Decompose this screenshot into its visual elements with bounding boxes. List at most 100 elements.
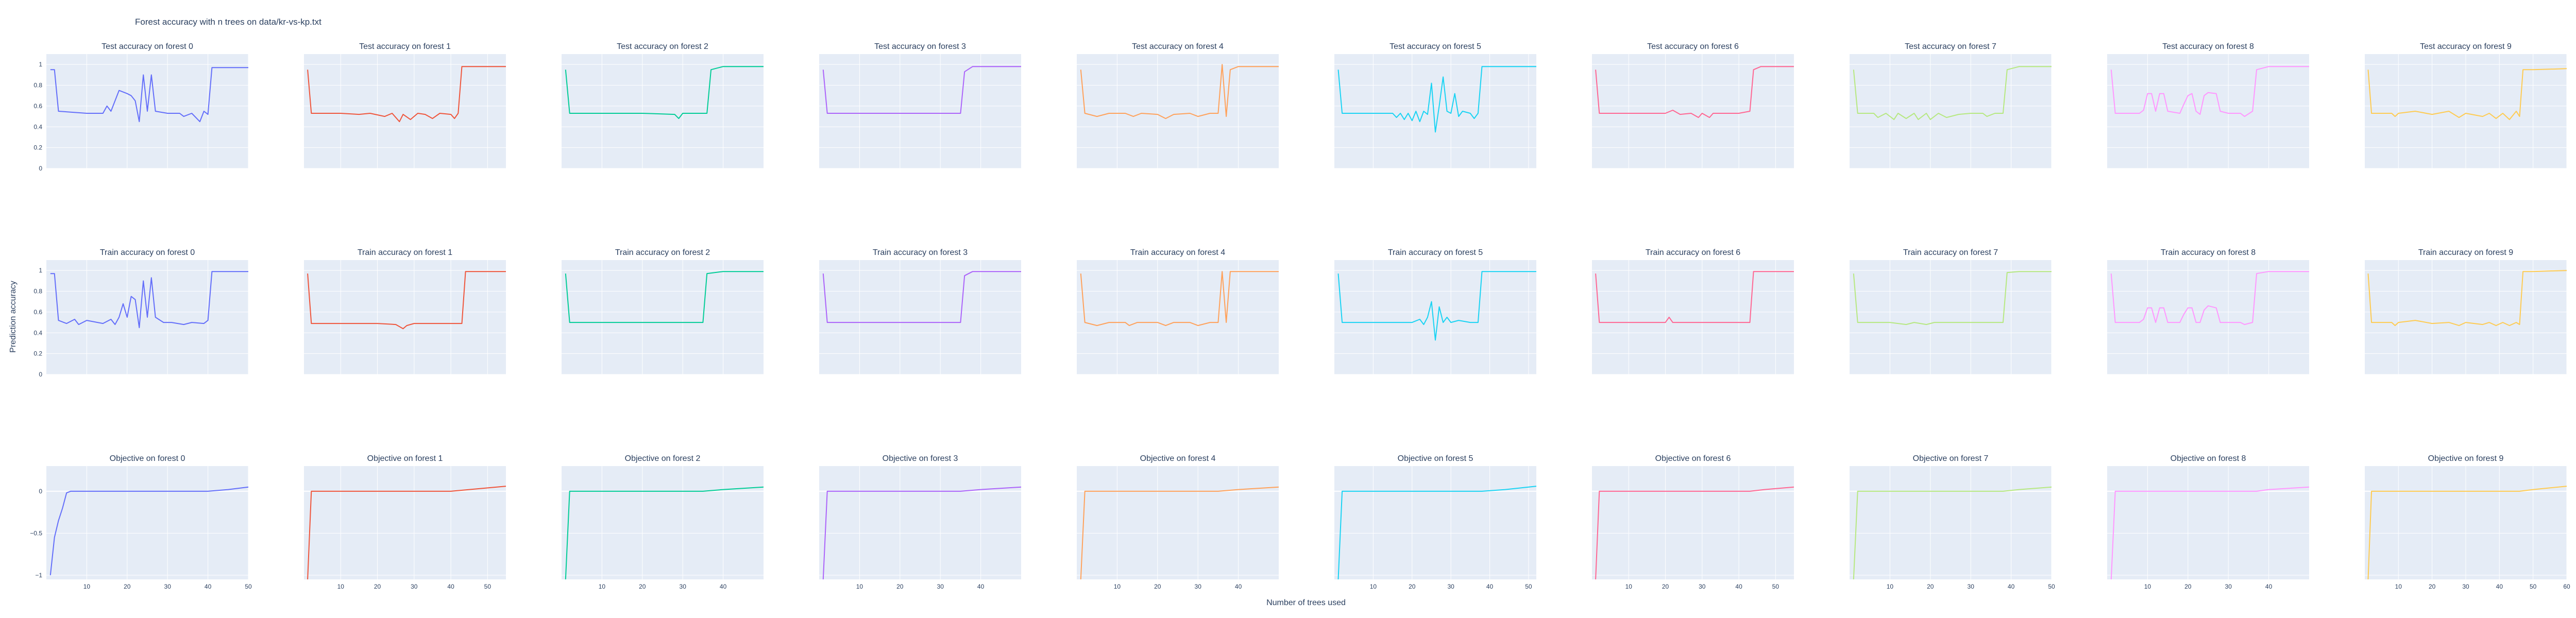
subplot-title: Objective on forest 1 [367, 454, 443, 463]
series-line-forest-7 [1853, 271, 2052, 325]
x-tick-label: 20 [1409, 583, 1416, 590]
x-tick-label: 10 [856, 583, 863, 590]
y-tick-label: 0 [39, 488, 42, 495]
x-tick-label: 20 [2184, 583, 2192, 590]
series-line-forest-2 [565, 271, 764, 323]
subplot-title: Objective on forest 8 [2171, 454, 2246, 463]
y-tick-label: 1 [39, 267, 42, 274]
x-tick-label: 20 [1927, 583, 1934, 590]
x-tick-label: 40 [720, 583, 727, 590]
subplot-title: Objective on forest 9 [2428, 454, 2504, 463]
plot-area [1592, 466, 1794, 579]
subplot-train-forest-4: Train accuracy on forest 4 [1077, 248, 1279, 375]
subplot-objective-forest-7: 10 20 30 40 50 Objective on forest 7 [1850, 454, 2055, 590]
y-tick-label: 0.8 [33, 82, 42, 89]
plot-area [46, 466, 248, 579]
series-line-forest-7 [1853, 66, 2052, 121]
x-tick-label: 20 [1154, 583, 1161, 590]
subplot-test-forest-1: Test accuracy on forest 1 [304, 42, 506, 169]
series-line-forest-1 [307, 486, 506, 580]
plot-area [1077, 260, 1279, 374]
series-line-forest-5 [1337, 66, 1536, 133]
subplot-objective-forest-3: 10 20 30 40 Objective on forest 3 [819, 454, 1022, 590]
subplot-title: Objective on forest 5 [1398, 454, 1473, 463]
x-tick-label: 10 [2144, 583, 2151, 590]
x-tick-label: 40 [447, 583, 454, 590]
y-tick-label: 0.2 [33, 144, 42, 151]
series-line-forest-8 [2110, 271, 2309, 325]
plot-area [1334, 54, 1536, 168]
subplot-title: Train accuracy on forest 5 [1388, 248, 1483, 257]
subplot-title: Test accuracy on forest 6 [1647, 42, 1739, 51]
subplot-title: Test accuracy on forest 9 [2420, 42, 2512, 51]
plot-area [304, 260, 506, 374]
subplot-train-forest-8: Train accuracy on forest 8 [2107, 248, 2309, 375]
subplot-title: Train accuracy on forest 7 [1903, 248, 1998, 257]
plot-area [1334, 260, 1536, 374]
subplot-title: Train accuracy on forest 0 [100, 248, 195, 257]
plot-area [819, 260, 1021, 374]
x-tick-label: 50 [2048, 583, 2055, 590]
subplot-train-forest-9: Train accuracy on forest 9 [2365, 248, 2567, 375]
y-tick-label: 1 [39, 61, 42, 68]
subplot-objective-forest-0: 10 20 30 40 50 −1 −0.5 0 Objective on forest 0 [30, 454, 252, 590]
x-tick-label: 30 [411, 583, 418, 590]
subplot-title: Objective on forest 2 [625, 454, 701, 463]
y-tick-label: −1 [35, 572, 42, 579]
plot-area [1334, 466, 1536, 579]
x-tick-label: 40 [205, 583, 212, 590]
series-line-forest-9 [2367, 270, 2567, 327]
series-line-forest-8 [2110, 486, 2310, 580]
y-tick-label: 0 [39, 371, 42, 378]
x-tick-label: 30 [1699, 583, 1706, 590]
series-line-forest-4 [1080, 64, 1279, 119]
series-line-forest-0 [50, 271, 248, 329]
subplot-test-forest-4: Test accuracy on forest 4 [1077, 42, 1279, 169]
x-tick-label: 30 [1195, 583, 1202, 590]
subplot-title: Objective on forest 6 [1655, 454, 1731, 463]
x-tick-label: 50 [1525, 583, 1532, 590]
series-line-forest-3 [822, 271, 1021, 323]
subplot-objective-forest-6: 10 20 30 40 50 Objective on forest 6 [1592, 454, 1794, 590]
subplot-train-forest-6: Train accuracy on forest 6 [1592, 248, 1794, 375]
subplot-grid: 0 0.2 0.4 0.6 0.8 1 Test accuracy on forest 0 T… [30, 42, 2570, 590]
subplot-title: Train accuracy on forest 8 [2161, 248, 2256, 257]
series-line-forest-8 [2110, 66, 2309, 117]
plot-area [562, 54, 764, 168]
subplot-test-forest-6: Test accuracy on forest 6 [1592, 42, 1794, 169]
x-tick-label: 10 [2395, 583, 2402, 590]
y-tick-label: 0.4 [33, 329, 42, 336]
plot-area [2107, 466, 2309, 579]
series-line-forest-6 [1595, 271, 1794, 323]
subplot-test-forest-3: Test accuracy on forest 3 [819, 42, 1021, 169]
subplot-train-forest-7: Train accuracy on forest 7 [1850, 248, 2052, 375]
y-tick-label: 0.2 [33, 350, 42, 357]
subplot-title: Objective on forest 7 [1913, 454, 1989, 463]
subplot-title: Test accuracy on forest 8 [2162, 42, 2254, 51]
subplot-title: Train accuracy on forest 4 [1130, 248, 1225, 257]
y-axis-title: Prediction accuracy [9, 281, 18, 353]
subplot-title: Test accuracy on forest 2 [617, 42, 708, 51]
subplot-objective-forest-4: 10 20 30 40 Objective on forest 4 [1077, 454, 1279, 590]
subplot-title: Train accuracy on forest 6 [1646, 248, 1740, 257]
plot-area [1077, 466, 1279, 579]
x-tick-label: 10 [83, 583, 91, 590]
plot-area [819, 466, 1021, 579]
x-tick-label: 10 [1370, 583, 1377, 590]
series-line-forest-3 [822, 486, 1022, 580]
plot-area [562, 260, 764, 374]
x-tick-label: 40 [1235, 583, 1242, 590]
x-tick-label: 10 [599, 583, 606, 590]
x-axis-title: Number of trees used [1266, 598, 1346, 607]
plot-area [1592, 260, 1794, 374]
series-line-forest-6 [1595, 486, 1794, 580]
subplot-test-forest-7: Test accuracy on forest 7 [1850, 42, 2052, 169]
subplot-title: Objective on forest 0 [110, 454, 185, 463]
x-tick-label: 50 [2530, 583, 2537, 590]
x-tick-label: 40 [1735, 583, 1742, 590]
x-tick-label: 20 [374, 583, 381, 590]
subplot-title: Test accuracy on forest 4 [1132, 42, 1224, 51]
plot-area [1850, 466, 2052, 579]
x-tick-label: 50 [245, 583, 252, 590]
